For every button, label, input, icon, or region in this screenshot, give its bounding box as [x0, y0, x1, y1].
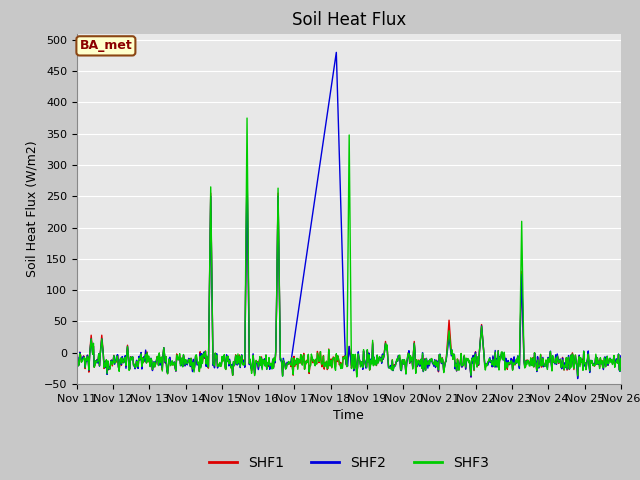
- Title: Soil Heat Flux: Soil Heat Flux: [292, 11, 406, 29]
- SHF3: [73, 360, 81, 366]
- SHF1: [467, 374, 475, 380]
- SHF1: [194, 361, 202, 367]
- SHF3: [139, 355, 147, 361]
- SHF2: [332, 49, 340, 55]
- SHF2: [83, 359, 90, 364]
- SHF3: [433, 358, 440, 364]
- SHF3: [194, 361, 202, 367]
- SHF3: [353, 374, 360, 380]
- SHF2: [416, 363, 424, 369]
- SHF2: [574, 376, 582, 382]
- SHF2: [73, 361, 81, 367]
- SHF1: [139, 355, 147, 361]
- SHF2: [617, 353, 625, 359]
- SHF1: [431, 362, 439, 368]
- SHF3: [83, 358, 90, 363]
- Line: SHF2: SHF2: [77, 52, 621, 379]
- Y-axis label: Soil Heat Flux (W/m2): Soil Heat Flux (W/m2): [25, 141, 38, 277]
- Line: SHF3: SHF3: [77, 118, 621, 377]
- SHF1: [83, 358, 90, 364]
- SHF2: [431, 365, 439, 371]
- Legend: SHF1, SHF2, SHF3: SHF1, SHF2, SHF3: [204, 450, 494, 475]
- SHF2: [139, 356, 147, 362]
- SHF1: [617, 355, 625, 360]
- SHF3: [617, 355, 625, 361]
- SHF2: [223, 352, 230, 358]
- SHF1: [416, 362, 424, 368]
- SHF1: [73, 360, 81, 366]
- Text: BA_met: BA_met: [79, 39, 132, 52]
- SHF2: [194, 361, 202, 367]
- SHF3: [223, 353, 230, 359]
- SHF3: [243, 115, 251, 121]
- Line: SHF1: SHF1: [77, 165, 621, 377]
- SHF1: [243, 162, 251, 168]
- SHF1: [223, 353, 230, 359]
- X-axis label: Time: Time: [333, 409, 364, 422]
- SHF3: [417, 360, 424, 366]
